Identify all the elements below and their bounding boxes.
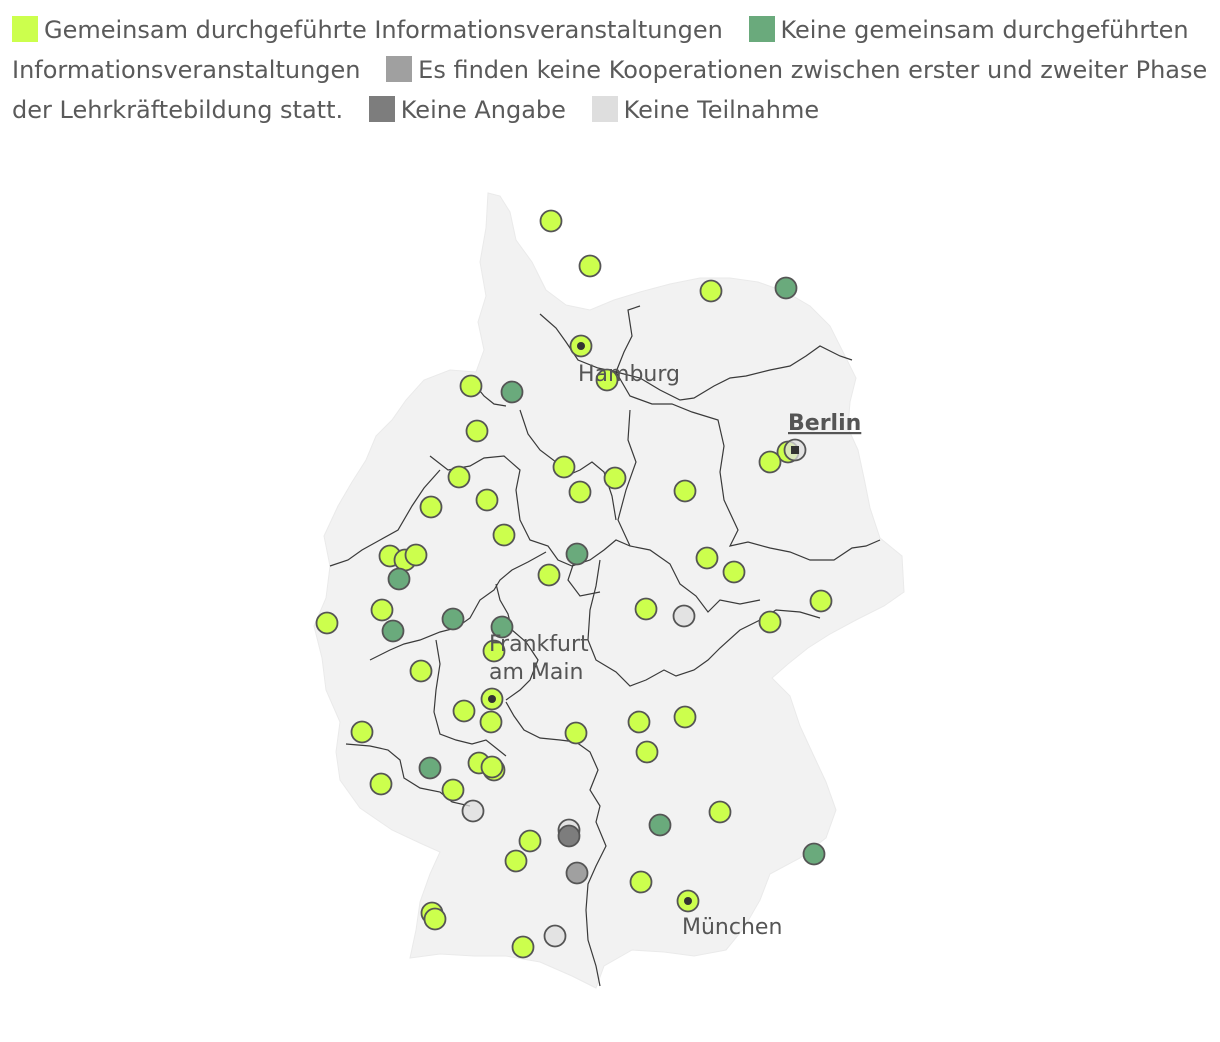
marker-joint-25[interactable] — [537, 563, 561, 587]
marker-no-joint-3[interactable] — [774, 276, 798, 300]
marker-joint-22[interactable] — [404, 543, 428, 567]
city-label-frankfurt-line2: am Main — [489, 660, 583, 685]
marker-joint-18[interactable] — [419, 495, 443, 519]
marker-joint-26[interactable] — [695, 546, 719, 570]
marker-joint-46[interactable] — [350, 720, 374, 744]
marker-joint-42[interactable] — [564, 721, 588, 745]
legend-swatch-no-joint — [748, 16, 775, 42]
marker-joint-1[interactable] — [578, 254, 602, 278]
city-dot-63 — [684, 897, 692, 905]
marker-no-joint-7[interactable] — [500, 380, 524, 404]
marker-joint-14[interactable] — [568, 480, 592, 504]
marker-joint-8[interactable] — [465, 419, 489, 443]
marker-no-participation-35[interactable] — [672, 604, 696, 628]
marker-joint-65[interactable] — [423, 907, 447, 931]
markers — [315, 209, 833, 959]
marker-joint-28[interactable] — [370, 598, 394, 622]
marker-joint-11[interactable] — [758, 450, 782, 474]
legend-swatch-no-participation — [591, 96, 618, 122]
legend-item-no-answer[interactable]: Keine Angabe — [368, 96, 584, 124]
city-dot-39 — [488, 695, 496, 703]
marker-no-joint-32[interactable] — [490, 615, 514, 639]
marker-no-joint-24[interactable] — [565, 542, 589, 566]
marker-joint-0[interactable] — [539, 209, 563, 233]
marker-joint-51[interactable] — [369, 772, 393, 796]
marker-joint-57[interactable] — [518, 829, 542, 853]
marker-joint-37[interactable] — [809, 589, 833, 613]
marker-joint-43[interactable] — [627, 710, 651, 734]
marker-no-joint-47[interactable] — [418, 756, 442, 780]
marker-joint-38[interactable] — [409, 659, 433, 683]
legend-swatch-joint — [12, 16, 38, 42]
capital-square-10 — [791, 446, 799, 454]
marker-joint-62[interactable] — [629, 870, 653, 894]
marker-joint-16[interactable] — [447, 465, 471, 489]
marker-joint-50[interactable] — [480, 755, 504, 779]
marker-no-joint-55[interactable] — [648, 813, 672, 837]
marker-no-joint-30[interactable] — [381, 619, 405, 643]
legend-label-no-participation: Keine Teilnahme — [623, 96, 820, 124]
marker-joint-40[interactable] — [452, 699, 476, 723]
city-label-hamburg: Hamburg — [578, 362, 680, 387]
marker-joint-52[interactable] — [441, 778, 465, 802]
marker-no-participation-67[interactable] — [543, 924, 567, 948]
marker-joint-15[interactable] — [673, 479, 697, 503]
marker-joint-45[interactable] — [635, 740, 659, 764]
marker-joint-29[interactable] — [315, 611, 339, 635]
legend-swatch-no-answer — [368, 96, 395, 122]
legend-swatch-no-coop — [386, 56, 413, 82]
legend-item-no-participation[interactable]: Keine Teilnahme — [591, 96, 838, 124]
marker-no-joint-31[interactable] — [441, 607, 465, 631]
city-label-muenchen: München — [682, 915, 782, 940]
marker-joint-6[interactable] — [459, 374, 483, 398]
marker-joint-66[interactable] — [511, 935, 535, 959]
city-labels: Hamburg Berlin Frankfurt am Main München — [489, 362, 861, 940]
city-label-frankfurt-line1: Frankfurt — [489, 632, 589, 657]
marker-joint-33[interactable] — [482, 639, 506, 663]
marker-joint-41[interactable] — [479, 710, 503, 734]
marker-joint-19[interactable] — [492, 523, 516, 547]
marker-joint-60[interactable] — [504, 849, 528, 873]
marker-joint-12[interactable] — [552, 455, 576, 479]
marker-joint-5[interactable] — [595, 368, 619, 392]
city-label-berlin: Berlin — [788, 411, 861, 436]
legend-label-no-answer: Keine Angabe — [400, 96, 566, 124]
legend-item-no-coop[interactable]: Es finden keine Kooperationen zwischen e… — [12, 56, 1207, 124]
marker-joint-13[interactable] — [603, 466, 627, 490]
marker-no-joint-23[interactable] — [387, 567, 411, 591]
marker-joint-2[interactable] — [699, 279, 723, 303]
legend-label-joint: Gemeinsam durchgeführte Informationsvera… — [44, 16, 723, 44]
marker-joint-36[interactable] — [758, 610, 782, 634]
marker-no-answer-59[interactable] — [557, 824, 581, 848]
marker-joint-44[interactable] — [673, 705, 697, 729]
legend: Gemeinsam durchgeführte Informationsvera… — [12, 10, 1212, 130]
city-dot-4 — [577, 342, 585, 350]
germany-outline — [313, 192, 905, 989]
marker-no-coop-61[interactable] — [565, 861, 589, 885]
marker-joint-27[interactable] — [722, 560, 746, 584]
legend-label-no-joint: Keine gemeinsam durchgeführten Informati… — [12, 16, 1189, 84]
marker-joint-17[interactable] — [475, 488, 499, 512]
legend-item-joint[interactable]: Gemeinsam durchgeführte Informationsvera… — [12, 16, 741, 44]
legend-item-no-joint[interactable]: Keine gemeinsam durchgeführten Informati… — [12, 16, 1189, 84]
legend-label-no-coop: Es finden keine Kooperationen zwischen e… — [12, 56, 1208, 124]
marker-joint-34[interactable] — [634, 597, 658, 621]
marker-no-joint-56[interactable] — [802, 842, 826, 866]
marker-joint-54[interactable] — [708, 800, 732, 824]
marker-no-participation-53[interactable] — [461, 799, 485, 823]
